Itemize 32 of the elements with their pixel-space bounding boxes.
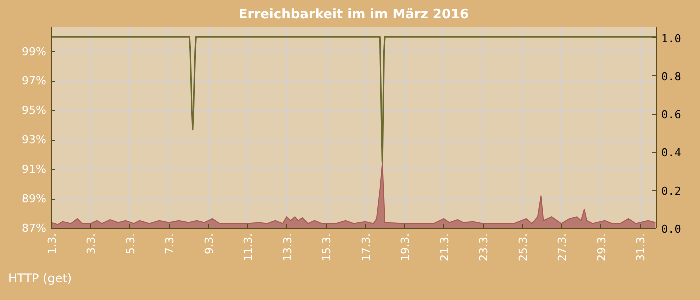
y-tick-label: 89%	[22, 192, 47, 206]
x-tick-label: 15.3.	[320, 233, 334, 262]
y-tick-label: 93%	[22, 134, 47, 147]
x-tick-label: 11.3.	[242, 233, 256, 262]
y2-tick-label: 0.8	[662, 70, 682, 84]
y-tick-label: 97%	[22, 74, 47, 88]
x-tick-label: 3.3.	[85, 233, 98, 254]
y2-tick-label: 0.2	[662, 184, 682, 198]
x-tick-label: 27.3.	[556, 233, 570, 262]
y2-tick-label: 0.6	[662, 108, 682, 122]
y-tick-label: 99%	[22, 45, 47, 58]
y2-tick-label: 0.4	[662, 146, 682, 160]
x-tick-label: 5.3.	[124, 233, 138, 254]
x-tick-label: 23.3.	[478, 233, 491, 262]
x-tick-label: 21.3.	[438, 233, 452, 262]
x-tick-label: 1.3.	[46, 233, 59, 254]
x-tick-label: 9.3.	[202, 233, 216, 254]
x-tick-label: 17.3.	[360, 233, 373, 262]
x-tick-label: 25.3.	[516, 233, 530, 262]
y-tick-label: 91%	[22, 163, 47, 176]
x-tick-label: 29.3.	[595, 233, 608, 262]
line-series	[52, 36, 656, 163]
x-tick-label: 31.3.	[634, 233, 648, 262]
y-tick-label: 87%	[22, 222, 47, 235]
x-tick-label: 13.3.	[281, 233, 294, 262]
y-tick-label: 95%	[22, 104, 47, 118]
y2-tick-label: 1.0	[662, 32, 682, 46]
y2-tick-label: 0.0	[662, 223, 682, 236]
chart-title: Erreichbarkeit im im März 2016	[238, 8, 470, 22]
x-tick-label: 7.3.	[164, 233, 177, 254]
text: HTTP (get)	[8, 272, 72, 286]
x-tick-label: 19.3.	[399, 233, 412, 262]
